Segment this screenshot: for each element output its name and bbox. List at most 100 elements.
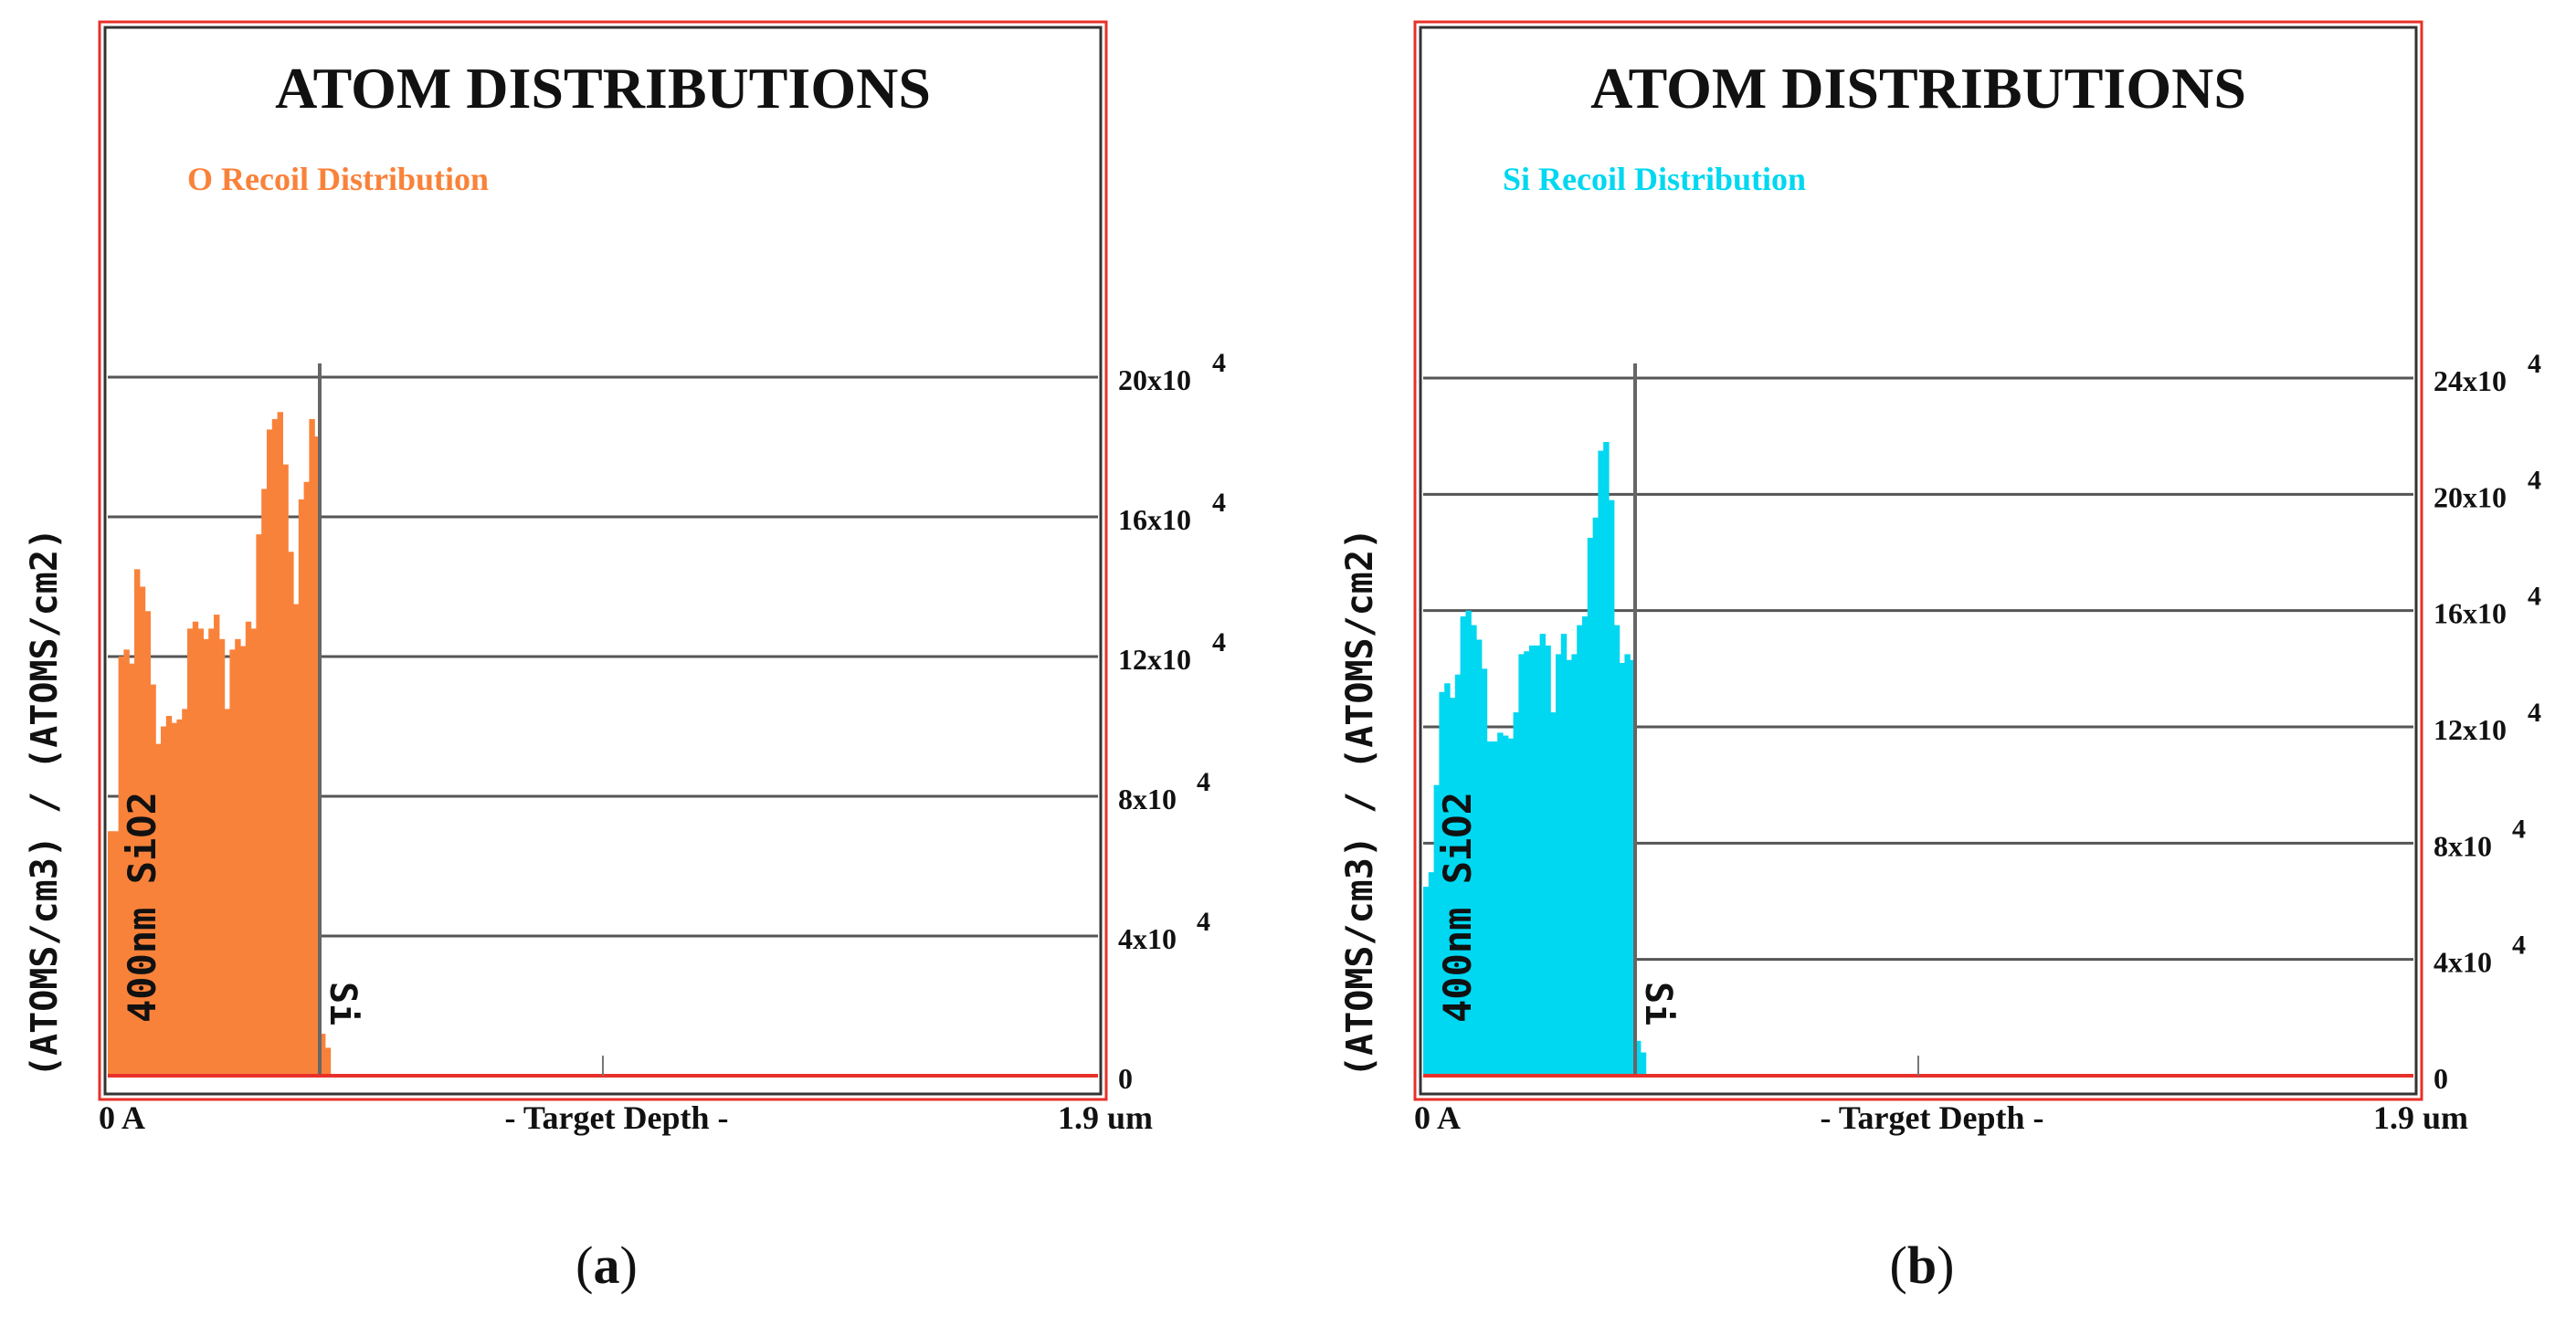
data-bar <box>150 684 156 1076</box>
data-bar <box>1624 654 1631 1076</box>
data-bar <box>155 743 162 1076</box>
data-bar <box>1609 500 1615 1076</box>
data-bar <box>1619 662 1625 1076</box>
data-bar <box>1539 634 1546 1076</box>
data-bar <box>108 831 114 1076</box>
data-bar <box>218 638 226 1076</box>
data-bar <box>314 436 321 1076</box>
data-bar <box>161 726 167 1076</box>
data-bar <box>320 1034 326 1076</box>
chart-title: ATOM DISTRIBUTIONS <box>275 56 931 121</box>
data-bar <box>1460 616 1466 1076</box>
data-bar <box>1433 784 1440 1076</box>
data-bar <box>282 464 289 1076</box>
y-tick-exponent: 4 <box>2528 465 2541 495</box>
chart-subtitle: O Recoil Distribution <box>187 161 489 197</box>
data-bar <box>293 604 300 1076</box>
data-bar <box>261 489 268 1076</box>
data-bar <box>1471 625 1477 1076</box>
y-tick-exponent: 4 <box>1212 488 1226 518</box>
y-axis-label: (ATOMS/cm3) / (ATOMS/cm2) <box>1339 528 1381 1078</box>
data-bar <box>208 628 215 1076</box>
data-bar <box>1603 442 1610 1076</box>
layer-label-sio2: 400nm SiO2 <box>1435 792 1480 1023</box>
data-bar <box>1518 654 1525 1076</box>
frame-outer <box>98 20 1108 1101</box>
panel-caption: (a) <box>575 1236 638 1295</box>
data-bar <box>112 831 120 1076</box>
data-bar <box>1492 741 1498 1076</box>
y-tick-label: 0 <box>2433 1062 2448 1095</box>
data-bar <box>1497 732 1504 1076</box>
y-tick-label: 4x10 <box>2433 946 2492 979</box>
layer-label-si: Si <box>322 982 364 1025</box>
data-bar <box>182 709 188 1076</box>
data-bar <box>134 569 141 1076</box>
x-tick-right: 1.9 um <box>2373 1099 2468 1136</box>
data-bar <box>288 552 294 1076</box>
data-bar <box>1560 634 1568 1076</box>
data-bar <box>118 657 124 1076</box>
data-bar <box>1587 538 1594 1076</box>
frame-outer <box>1413 20 2423 1101</box>
data-bar <box>1454 674 1462 1076</box>
data-bar <box>1507 738 1515 1076</box>
x-tick-left: 0 A <box>99 1099 145 1136</box>
layer-label-sio2: 400nm SiO2 <box>120 792 164 1023</box>
data-bar <box>1556 654 1562 1076</box>
data-bar <box>277 412 283 1076</box>
data-bar <box>1640 1052 1647 1076</box>
chart-subtitle: Si Recoil Distribution <box>1503 161 1806 197</box>
data-bar <box>203 638 209 1076</box>
data-bar <box>171 722 177 1076</box>
data-bar <box>1545 645 1551 1076</box>
y-tick-exponent: 4 <box>2528 698 2541 728</box>
data-bar <box>165 716 173 1076</box>
data-bar <box>1503 735 1509 1076</box>
y-tick-label: 20x10 <box>1118 363 1191 396</box>
data-bar <box>1592 517 1599 1076</box>
x-tick-left: 0 A <box>1414 1099 1461 1136</box>
data-bar <box>229 649 236 1076</box>
data-bar <box>1444 683 1451 1076</box>
y-tick-label: 4x10 <box>1118 922 1177 955</box>
data-bar <box>1513 712 1519 1076</box>
data-bar <box>250 628 257 1076</box>
data-bar <box>144 611 151 1076</box>
data-bar <box>1450 698 1456 1076</box>
y-tick-exponent: 4 <box>1197 907 1210 937</box>
y-tick-exponent: 4 <box>1212 627 1226 657</box>
data-bar <box>1550 712 1557 1076</box>
y-tick-exponent: 4 <box>2528 349 2541 379</box>
data-bar <box>139 586 146 1076</box>
data-bar <box>197 628 204 1076</box>
y-tick-exponent: 4 <box>1197 767 1210 797</box>
x-axis-label: - Target Depth - <box>1821 1099 2044 1136</box>
data-bar <box>303 481 310 1076</box>
data-bar <box>1529 645 1536 1076</box>
y-tick-label: 8x10 <box>1118 783 1177 815</box>
data-bar <box>1613 625 1621 1076</box>
y-tick-exponent: 4 <box>2528 582 2541 612</box>
data-bar <box>187 628 194 1076</box>
panel-a: ATOM DISTRIBUTIONS O Recoil Distribution 0… <box>24 20 1226 1295</box>
y-tick-label: 0 <box>1118 1062 1133 1095</box>
data-bar <box>1481 668 1488 1076</box>
y-tick-label: 24x10 <box>2433 364 2507 397</box>
y-tick-label: 16x10 <box>2433 597 2507 630</box>
y-tick-label: 12x10 <box>1118 643 1191 676</box>
y-tick-label: 20x10 <box>2433 480 2507 513</box>
panel-b: ATOM DISTRIBUTIONS Si Recoil Distribution… <box>1339 20 2541 1295</box>
y-tick-label: 8x10 <box>2433 829 2492 862</box>
data-bar <box>1577 625 1583 1076</box>
y-tick-exponent: 4 <box>2512 931 2526 961</box>
data-bar <box>224 709 230 1076</box>
data-bar <box>1428 872 1435 1076</box>
layer-label-si: Si <box>1637 982 1679 1025</box>
panel-caption: (b) <box>1890 1236 1955 1295</box>
data-bar <box>1439 691 1445 1076</box>
data-bar <box>1476 639 1483 1076</box>
data-bar <box>235 638 241 1076</box>
data-bar <box>123 649 130 1076</box>
